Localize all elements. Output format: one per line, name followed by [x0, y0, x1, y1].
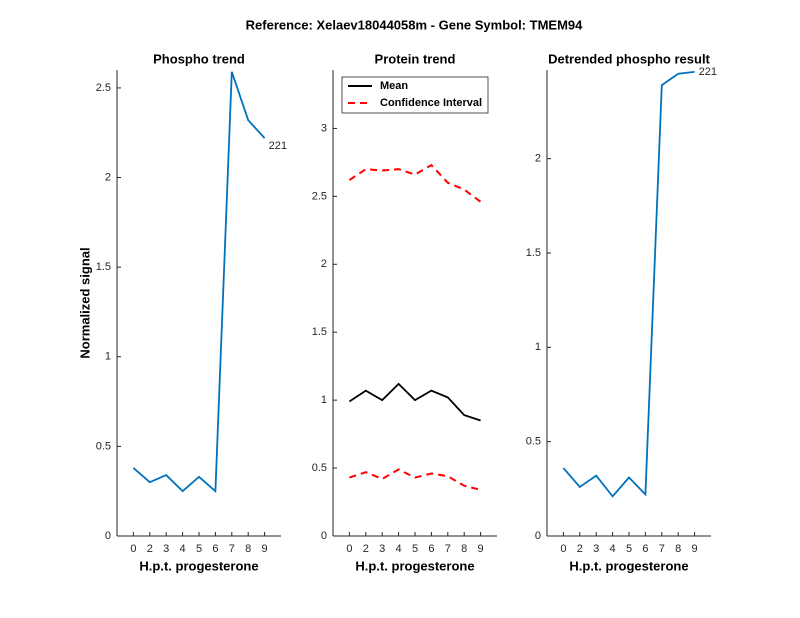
x-tick-label: 5: [412, 543, 418, 555]
x-tick-label: 7: [229, 543, 235, 555]
x-tick-label: 9: [478, 543, 484, 555]
x-tick-label: 2: [363, 543, 369, 555]
x-tick-label: 2: [577, 543, 583, 555]
x-tick-label: 8: [675, 543, 681, 555]
x-tick-label: 9: [692, 543, 698, 555]
x-tick-label: 6: [642, 543, 648, 555]
y-tick-label: 0.5: [312, 462, 327, 474]
subplot-title: Phospho trend: [153, 51, 245, 66]
subplot-title: Protein trend: [375, 51, 456, 66]
series-line: [348, 382, 481, 422]
x-tick-label: 4: [180, 543, 186, 555]
x-tick-label: 4: [610, 543, 616, 555]
y-tick-label: 1: [535, 341, 541, 353]
x-tick-label: 6: [428, 543, 434, 555]
x-tick-label: 3: [163, 543, 169, 555]
x-tick-label: 7: [659, 543, 665, 555]
y-tick-label: 1.5: [312, 326, 327, 338]
y-tick-label: 0: [535, 530, 541, 542]
series-line: [349, 468, 481, 491]
x-tick-label: 3: [593, 543, 599, 555]
subplot-title: Detrended phospho result: [548, 51, 710, 66]
x-tick-label: 2: [147, 543, 153, 555]
legend-label: Mean: [380, 80, 408, 92]
y-tick-label: 2: [535, 153, 541, 165]
x-tick-label: 5: [196, 543, 202, 555]
legend-box: [341, 76, 489, 114]
y-tick-label: 0.5: [96, 440, 111, 452]
x-tick-label: 0: [130, 543, 136, 555]
series-line: [562, 70, 695, 498]
y-tick-label: 2: [321, 258, 327, 270]
x-tick-label: 0: [346, 543, 352, 555]
y-axis-label: Normalized signal: [77, 247, 92, 358]
legend-label: Confidence Interval: [380, 97, 482, 109]
x-tick-label: 5: [626, 543, 632, 555]
y-tick-label: 1.5: [96, 261, 111, 273]
figure-title: Reference: Xelaev18044058m - Gene Symbol…: [246, 17, 583, 32]
y-tick-label: 2.5: [96, 82, 111, 94]
x-tick-label: 8: [461, 543, 467, 555]
x-tick-label: 9: [262, 543, 268, 555]
y-tick-label: 0: [321, 530, 327, 542]
x-axis-label: H.p.t. progesterone: [569, 558, 688, 573]
annotation: 221: [269, 140, 287, 152]
x-tick-label: 4: [396, 543, 402, 555]
y-tick-label: 1: [105, 351, 111, 363]
y-tick-label: 0.5: [526, 436, 541, 448]
x-axis-label: H.p.t. progesterone: [139, 558, 258, 573]
x-tick-label: 7: [445, 543, 451, 555]
series-line: [348, 163, 482, 203]
x-axis-label: H.p.t. progesterone: [355, 558, 474, 573]
y-tick-label: 3: [321, 122, 327, 134]
y-tick-label: 2.5: [312, 190, 327, 202]
series-line: [132, 71, 266, 494]
y-tick-label: 1: [321, 394, 327, 406]
x-tick-label: 3: [379, 543, 385, 555]
y-tick-label: 2: [105, 171, 111, 183]
x-tick-label: 8: [245, 543, 251, 555]
x-tick-label: 0: [560, 543, 566, 555]
y-tick-label: 0: [105, 530, 111, 542]
x-tick-label: 6: [212, 543, 218, 555]
annotation: 221: [699, 66, 717, 78]
y-tick-label: 1.5: [526, 247, 541, 259]
